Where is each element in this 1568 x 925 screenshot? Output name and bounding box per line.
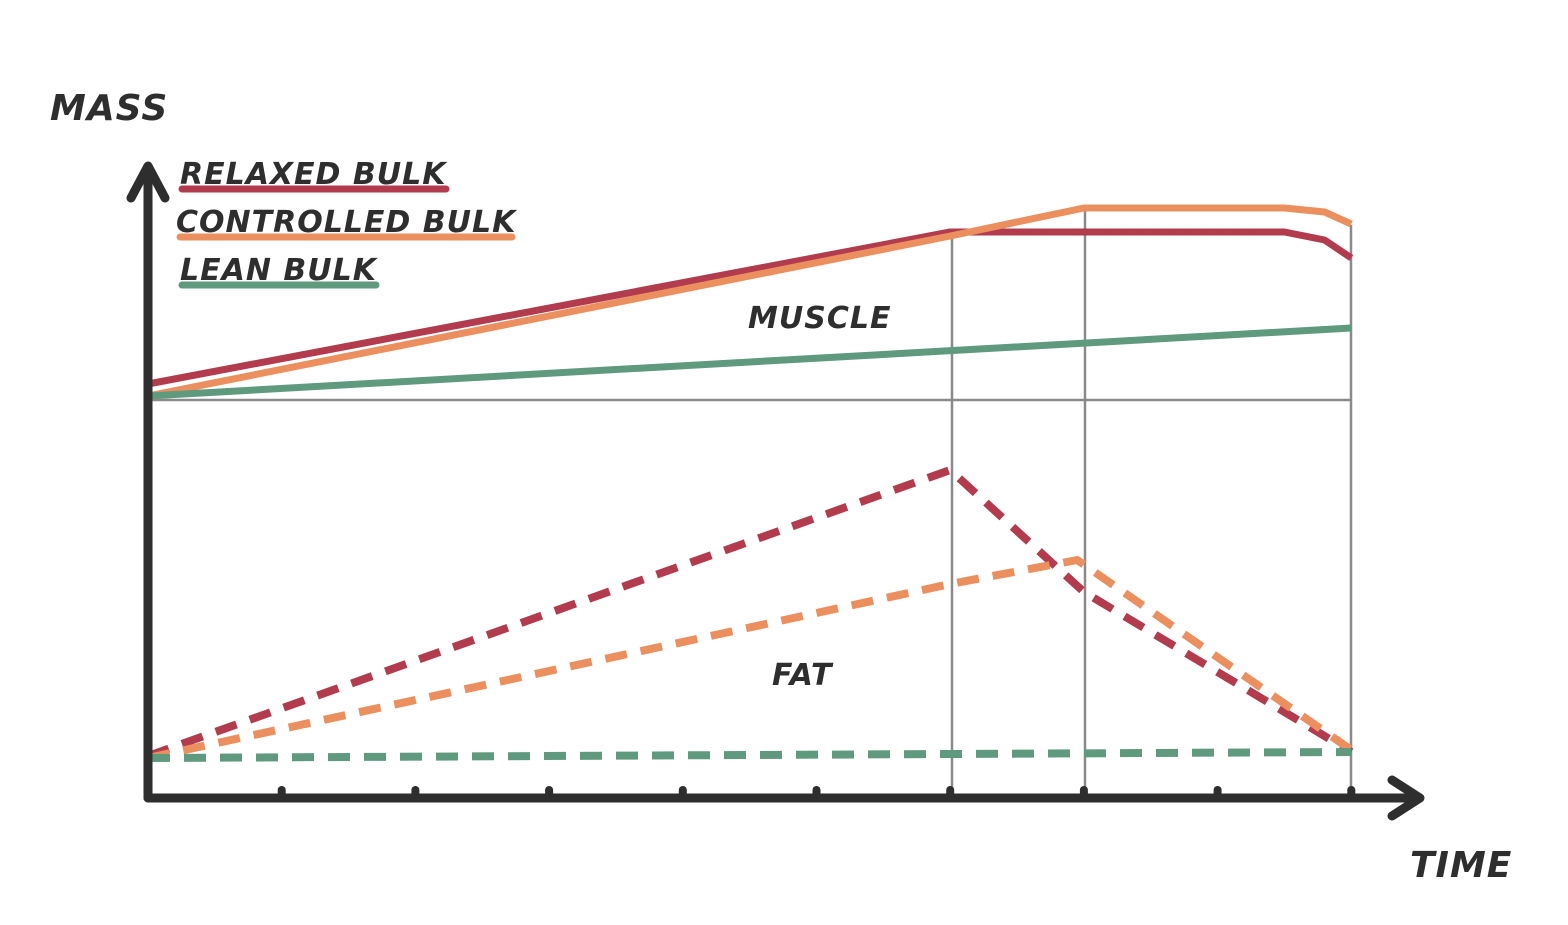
- legend: RELAXED BULK CONTROLLED BULK LEAN BULK: [176, 157, 517, 289]
- relaxed-bulk-fatline: [146, 466, 1354, 760]
- series-layer: [146, 204, 1354, 762]
- x-axis-tick: [946, 786, 955, 800]
- x-axis-tick: [1213, 786, 1222, 800]
- x-axis-tick: [411, 786, 420, 800]
- x-axis-tick: [678, 786, 687, 800]
- reference-lines: [148, 207, 1353, 798]
- muscle-annotation: MUSCLE: [748, 301, 891, 336]
- controlled-bulk-muscleline: [147, 204, 1353, 400]
- fat-annotation: FAT: [772, 658, 834, 693]
- x-axis-arrow-icon: [1387, 775, 1425, 821]
- x-axis-title: TIME: [1410, 845, 1512, 886]
- relaxed-bulk-muscleline: [147, 228, 1354, 388]
- controlled-bulk-fatline: [147, 556, 1354, 762]
- x-axis-tick: [545, 786, 554, 800]
- x-axis-ticks: [277, 786, 1356, 800]
- x-axis-tick: [812, 786, 821, 800]
- lean-bulk-fatline: [147, 748, 1352, 762]
- y-axis-arrow-icon: [126, 161, 170, 203]
- x-axis-tick: [1079, 786, 1088, 800]
- x-axis-tick: [1347, 786, 1356, 800]
- axes: [126, 161, 1425, 821]
- lean-bulk-muscleline: [147, 324, 1352, 400]
- y-axis-title: MASS: [50, 88, 168, 129]
- x-axis-tick: [277, 786, 286, 800]
